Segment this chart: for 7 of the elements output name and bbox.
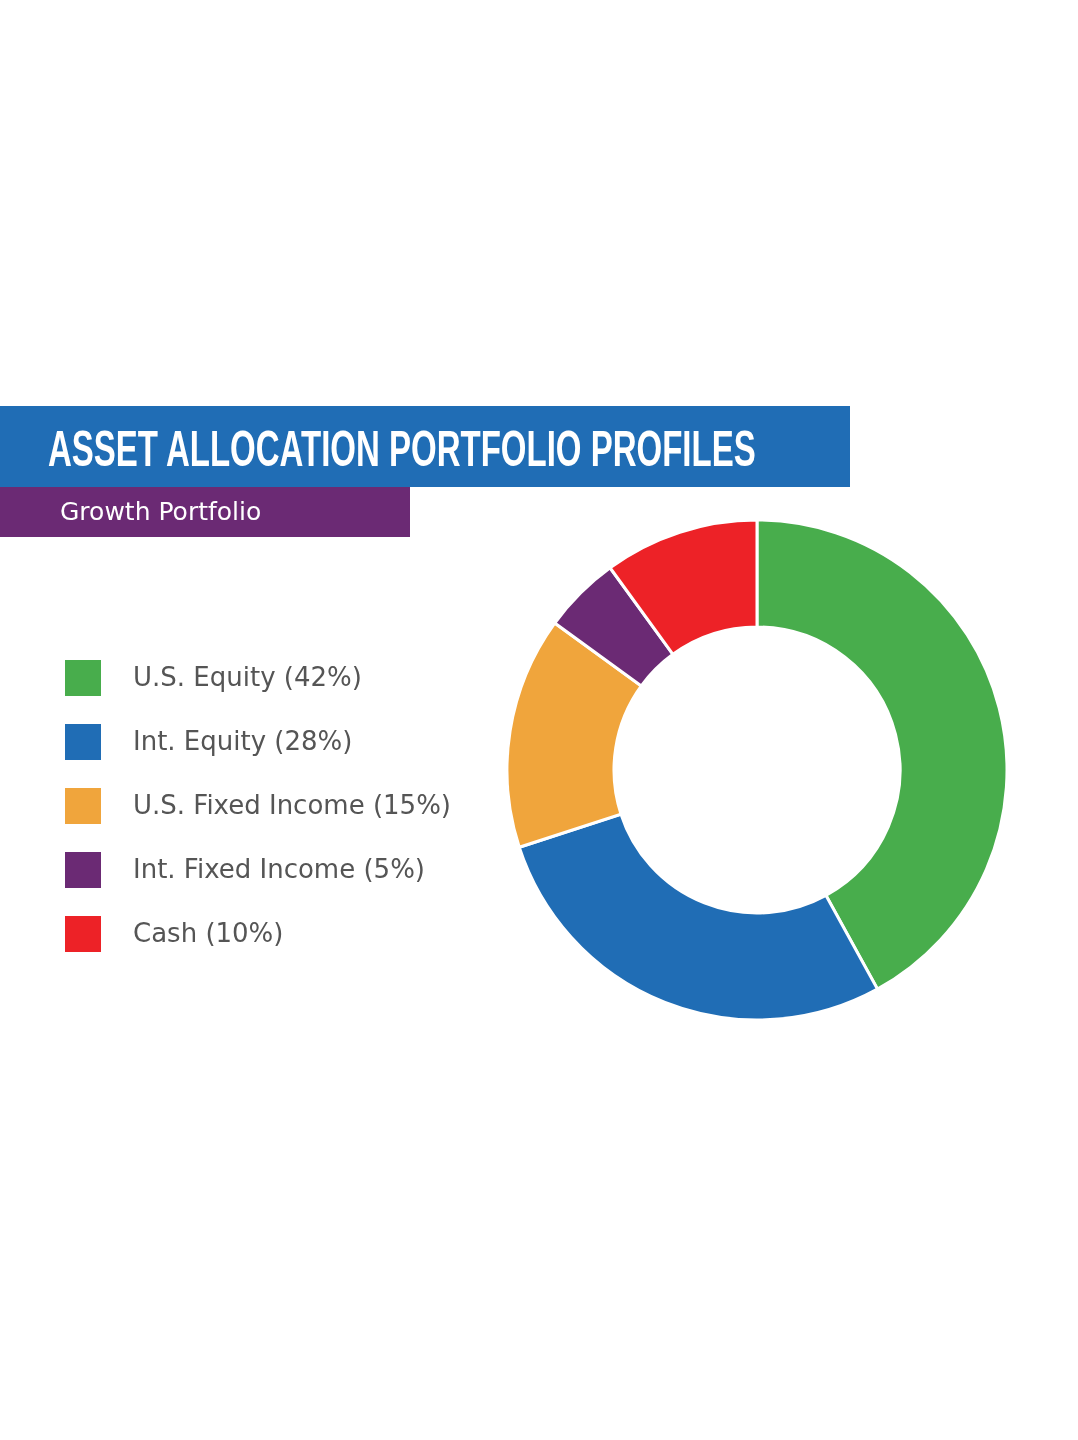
legend-label: Int. Fixed Income (5%) — [133, 854, 425, 884]
legend-label: U.S. Fixed Income (15%) — [133, 790, 451, 820]
legend-label: Int. Equity (28%) — [133, 726, 353, 756]
chart-subtitle: Growth Portfolio — [60, 497, 262, 526]
chart-title: ASSET ALLOCATION PORTFOLIO PROFILES — [48, 420, 756, 478]
legend-label: Cash (10%) — [133, 918, 284, 948]
legend-label: U.S. Equity (42%) — [133, 662, 362, 692]
